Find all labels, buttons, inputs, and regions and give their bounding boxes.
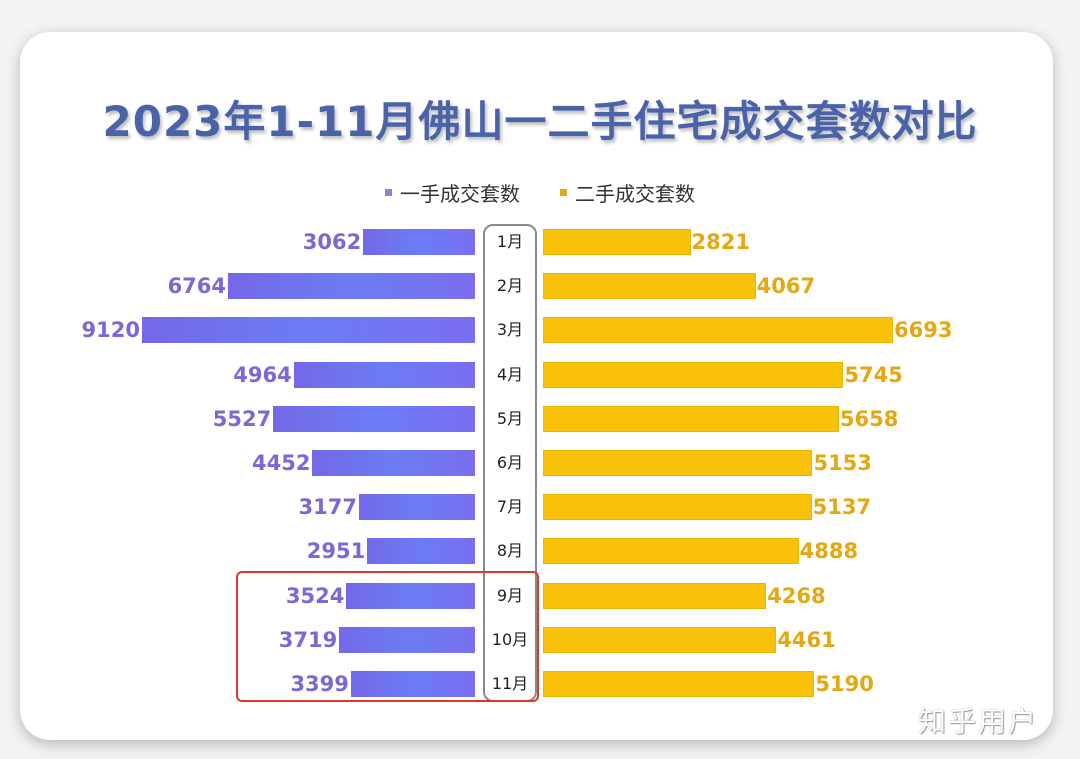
month-label: 10月	[491, 629, 529, 649]
bar-new	[293, 361, 475, 388]
bar-resale	[543, 626, 777, 653]
value-new: 3719	[278, 627, 338, 652]
value-resale: 5153	[813, 451, 872, 475]
month-label: 3月	[496, 320, 524, 340]
bar-resale	[543, 273, 756, 300]
month-label: 7月	[496, 497, 524, 517]
month-label: 11月	[491, 674, 529, 693]
chart-row: 3399 11月 5190	[0, 669, 1080, 699]
bar-resale	[543, 405, 839, 432]
chart-row: 5527 5月 5658	[0, 404, 1080, 434]
value-resale: 4067	[756, 274, 816, 299]
bar-resale	[543, 538, 799, 565]
value-new: 6764	[167, 274, 227, 299]
legend-label-resale: 二手成交套数	[575, 182, 695, 206]
bar-new	[363, 229, 475, 255]
value-new: 3177	[298, 495, 357, 520]
bar-resale	[543, 229, 691, 255]
value-resale: 5137	[812, 495, 872, 520]
watermark: 知乎用户	[918, 705, 1039, 738]
value-resale: 4461	[777, 627, 836, 652]
month-label: 5月	[496, 408, 524, 428]
value-resale: 6693	[894, 318, 953, 343]
legend-swatch-new	[385, 189, 392, 196]
value-resale: 4268	[767, 583, 826, 608]
chart-row: 3062 1月 2821	[0, 227, 1080, 257]
bar-resale	[543, 494, 812, 521]
chart-row: 3177 7月 5137	[0, 492, 1080, 522]
legend-item-resale: 二手成交套数	[560, 178, 695, 207]
bar-new	[228, 273, 475, 300]
value-new: 4964	[233, 362, 292, 387]
value-resale: 5190	[815, 672, 874, 696]
value-new: 9120	[81, 318, 140, 343]
bar-new	[367, 538, 475, 565]
legend: 一手成交套数 二手成交套数	[0, 178, 1080, 207]
chart-row: 3524 9月 4268	[0, 581, 1080, 611]
bar-new	[312, 450, 475, 476]
chart-row: 2951 8月 4888	[0, 536, 1080, 566]
chart-row: 4964 4月 5745	[0, 360, 1080, 390]
bar-resale	[543, 671, 815, 697]
bar-resale	[543, 450, 813, 476]
legend-item-new: 一手成交套数	[385, 178, 520, 207]
bar-resale	[543, 317, 893, 344]
value-new: 3399	[290, 672, 349, 696]
bar-new	[346, 582, 475, 609]
value-resale: 5745	[844, 362, 903, 387]
legend-label-new: 一手成交套数	[400, 182, 520, 206]
highlight-box	[236, 571, 539, 702]
chart-row: 3719 10月 4461	[0, 625, 1080, 655]
chart-row: 6764 2月 4067	[0, 271, 1080, 301]
bar-new	[273, 405, 475, 432]
value-new: 5527	[212, 406, 272, 431]
month-label: 1月	[496, 232, 524, 251]
value-resale: 5658	[839, 406, 899, 431]
bar-new	[339, 626, 475, 653]
value-resale: 4888	[799, 539, 859, 564]
bar-new	[358, 494, 475, 521]
value-new: 2951	[306, 539, 366, 564]
chart-row: 4452 6月 5153	[0, 448, 1080, 478]
bar-resale	[543, 361, 844, 388]
month-label: 9月	[496, 585, 524, 605]
legend-swatch-resale	[560, 189, 567, 196]
month-label: 2月	[496, 276, 524, 296]
chart-title: 2023年1-11月佛山一二手住宅成交套数对比	[102, 97, 978, 146]
value-resale: 2821	[691, 230, 750, 254]
bar-resale	[543, 582, 767, 609]
bar-new	[350, 671, 475, 697]
value-new: 3062	[302, 230, 362, 254]
month-label: 4月	[496, 364, 524, 384]
bar-new	[142, 317, 475, 344]
chart-row: 9120 3月 6693	[0, 315, 1080, 345]
month-label: 8月	[496, 541, 524, 561]
value-new: 4452	[251, 451, 311, 475]
month-label: 6月	[496, 453, 524, 472]
value-new: 3524	[285, 583, 345, 608]
